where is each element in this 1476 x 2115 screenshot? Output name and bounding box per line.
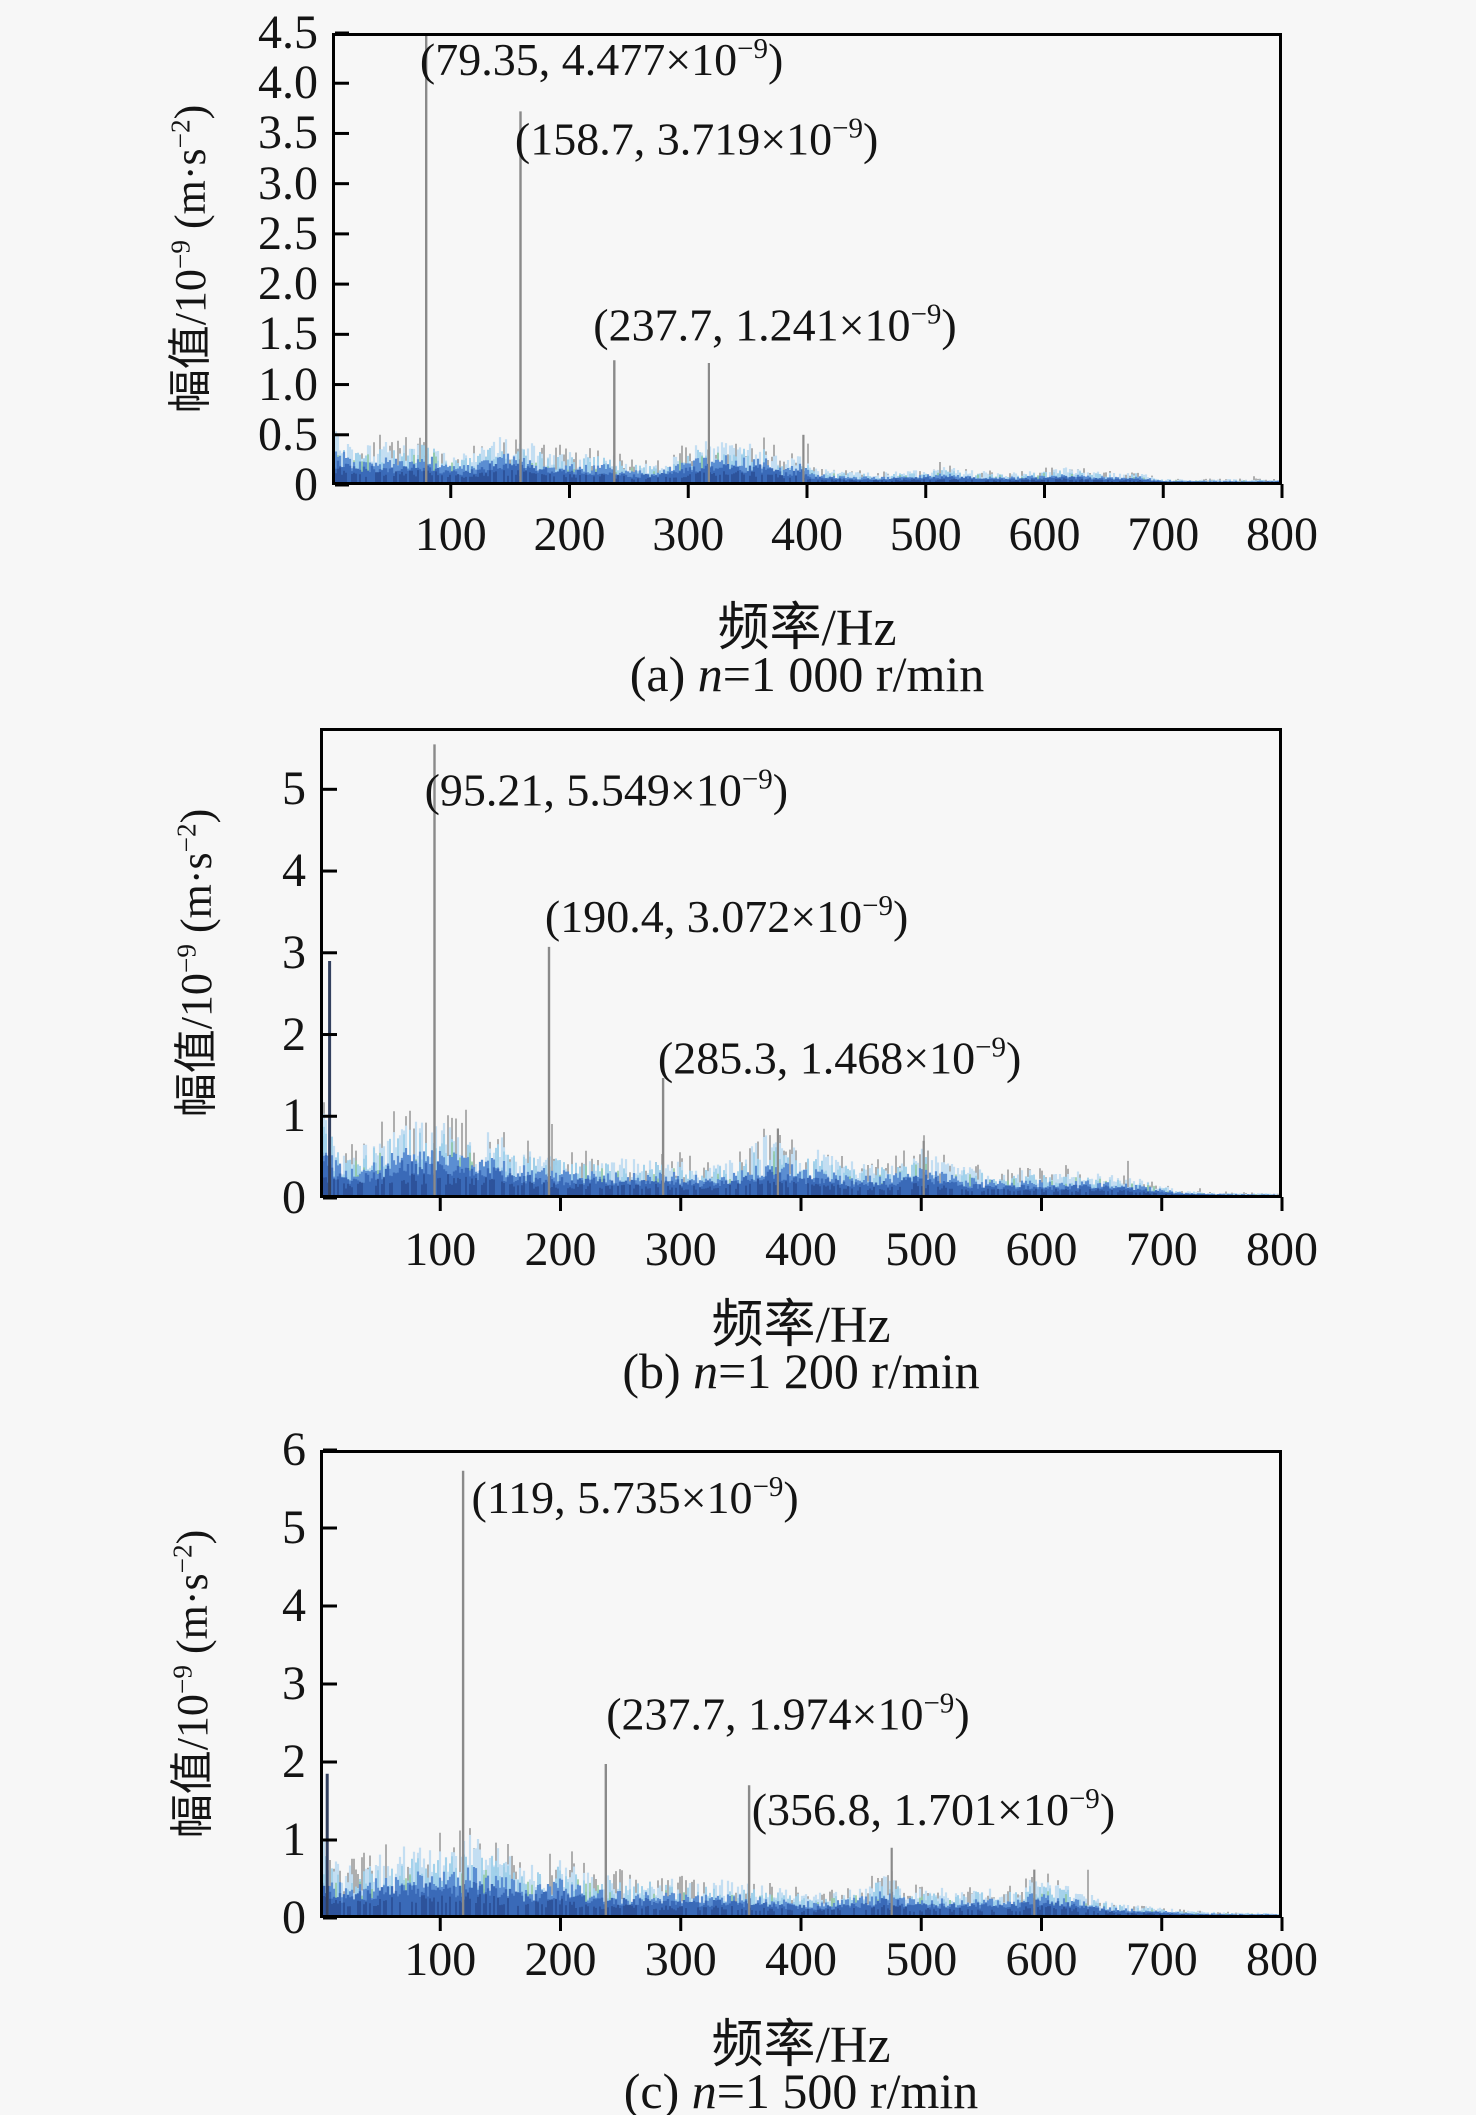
chart-caption-a: (a) n=1 000 r/min bbox=[332, 645, 1282, 703]
x-tick-label: 200 bbox=[524, 1223, 597, 1276]
spectrum-plot-c: (119, 5.735×10−9) (237.7, 1.974×10−9) (356… bbox=[320, 1448, 1284, 1931]
peak-annotation-3: (356.8, 1.701×10−9) bbox=[752, 1783, 1115, 1835]
peak-annotation-2: (237.7, 1.974×10−9) bbox=[606, 1688, 969, 1740]
spectrum-plot-b: (95.21, 5.549×10−9) (190.4, 3.072×10−9) (2… bbox=[320, 728, 1284, 1211]
peak-annotation-1: (119, 5.735×10−9) bbox=[472, 1471, 799, 1523]
x-tick-label: 600 bbox=[1005, 1223, 1078, 1276]
x-axis-label: 频率/Hz bbox=[717, 600, 897, 657]
y-tick-label: 1 bbox=[282, 1089, 306, 1143]
x-axis-label: 频率/Hz bbox=[711, 1297, 891, 1354]
x-tick-label: 400 bbox=[765, 1933, 837, 1986]
spectrum-plot-a: (79.35, 4.477×10−9) (158.7, 3.719×10−9) (2… bbox=[332, 31, 1284, 498]
x-tick-label: 100 bbox=[404, 1223, 477, 1276]
y-tick-label: 1 bbox=[282, 1813, 306, 1866]
plot-frame bbox=[320, 1450, 1282, 1918]
y-tick-label: 3 bbox=[282, 1657, 306, 1710]
y-tick-label: 3 bbox=[282, 925, 306, 979]
x-tick-label: 100 bbox=[414, 508, 487, 561]
x-tick-label: 300 bbox=[644, 1933, 717, 1986]
x-tick-label: 300 bbox=[644, 1223, 717, 1276]
x-tick-label: 200 bbox=[524, 1933, 597, 1986]
y-tick-label: 2.0 bbox=[258, 257, 318, 311]
x-tick-label: 100 bbox=[404, 1933, 477, 1986]
y-tick-label: 3.0 bbox=[258, 156, 318, 210]
chart-caption-c: (c) n=1 500 r/min bbox=[320, 2062, 1282, 2115]
y-tick-label: 4 bbox=[282, 844, 306, 898]
x-tick-label: 300 bbox=[652, 508, 725, 561]
x-tick-label: 600 bbox=[1008, 508, 1081, 561]
x-tick-label: 700 bbox=[1125, 1933, 1198, 1986]
caption-variable: n bbox=[697, 646, 723, 702]
caption-variable: n bbox=[691, 2063, 717, 2115]
plot-frame bbox=[320, 728, 1282, 1198]
x-tick-label: 700 bbox=[1127, 508, 1200, 561]
caption-suffix: =1 500 r/min bbox=[716, 2063, 979, 2115]
caption-variable: n bbox=[693, 1343, 719, 1399]
y-tick-label: 4 bbox=[282, 1579, 306, 1632]
caption-suffix: =1 200 r/min bbox=[718, 1343, 980, 1399]
x-axis-label: 频率/Hz bbox=[711, 2017, 891, 2074]
y-tick-label: 4.5 bbox=[258, 6, 318, 59]
y-tick-label: 2 bbox=[282, 1735, 306, 1788]
noise-trace bbox=[323, 1173, 1197, 1196]
peak-annotation-3: (237.7, 1.241×10−9) bbox=[593, 298, 956, 350]
y-tick-label: 1.0 bbox=[258, 357, 318, 411]
y-tick-label: 2.5 bbox=[258, 206, 318, 260]
x-tick-label: 800 bbox=[1246, 1223, 1318, 1276]
peak-annotation-1: (79.35, 4.477×10−9) bbox=[420, 33, 783, 85]
y-tick-label: 4.0 bbox=[258, 56, 318, 110]
peak-annotation-2: (190.4, 3.072×10−9) bbox=[545, 890, 908, 942]
y-tick-label: 0 bbox=[282, 1171, 306, 1224]
x-tick-label: 800 bbox=[1246, 508, 1318, 561]
y-tick-label: 0 bbox=[282, 1891, 306, 1944]
y-tick-label: 5 bbox=[282, 1501, 306, 1554]
x-tick-label: 600 bbox=[1005, 1933, 1078, 1986]
y-tick-label: 6 bbox=[282, 1423, 306, 1476]
chart-caption-b: (b) n=1 200 r/min bbox=[320, 1342, 1282, 1400]
x-tick-label: 500 bbox=[885, 1933, 958, 1986]
caption-prefix: (a) bbox=[629, 646, 698, 702]
x-tick-label: 400 bbox=[771, 508, 843, 561]
caption-suffix: =1 000 r/min bbox=[722, 646, 985, 702]
y-tick-label: 0 bbox=[294, 458, 318, 511]
x-tick-label: 500 bbox=[889, 508, 962, 561]
y-tick-label: 0.5 bbox=[258, 407, 318, 461]
y-tick-label: 2 bbox=[282, 1007, 306, 1061]
peak-annotation-1: (95.21, 5.549×10−9) bbox=[425, 763, 788, 815]
peak-annotation-2: (158.7, 3.719×10−9) bbox=[515, 113, 878, 165]
plot-frame bbox=[332, 33, 1282, 485]
y-tick-label: 5 bbox=[282, 762, 306, 816]
x-tick-label: 400 bbox=[765, 1223, 837, 1276]
x-tick-label: 800 bbox=[1246, 1933, 1318, 1986]
caption-prefix: (c) bbox=[623, 2063, 692, 2115]
x-tick-label: 500 bbox=[885, 1223, 958, 1276]
x-tick-label: 200 bbox=[533, 508, 606, 561]
y-tick-label: 1.5 bbox=[258, 307, 318, 361]
y-tick-label: 3.5 bbox=[258, 106, 318, 160]
x-tick-label: 700 bbox=[1125, 1223, 1198, 1276]
peak-annotation-3: (285.3, 1.468×10−9) bbox=[658, 1031, 1021, 1083]
caption-prefix: (b) bbox=[622, 1343, 694, 1399]
